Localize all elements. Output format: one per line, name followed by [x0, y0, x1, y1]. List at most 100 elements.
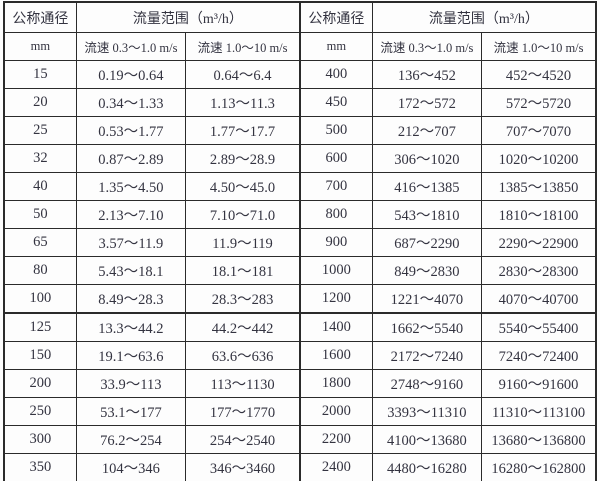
cell-flow-high: 16280～162800 [481, 453, 597, 481]
cell-dn: 700 [299, 172, 373, 201]
cell-flow-high: 11.9～119 [185, 228, 301, 257]
cell-flow-low: 3393～11310 [371, 397, 483, 426]
table-row: 80 5.43～18.1 18.1～181 1000 849～2830 2830… [3, 256, 597, 285]
cell-dn: 250 [3, 397, 77, 426]
cell-flow-high: 1020～10200 [481, 144, 597, 173]
cell-flow-low: 3.57～11.9 [75, 228, 187, 257]
cell-flow-high: 44.2～442 [185, 312, 301, 342]
cell-dn: 1000 [299, 256, 373, 285]
cell-dn: 350 [3, 453, 77, 481]
cell-dn: 15 [3, 60, 77, 89]
table-row: 65 3.57～11.9 11.9～119 900 687～2290 2290～… [3, 228, 597, 257]
table-row: 15 0.19～0.64 0.64～6.4 400 136～452 452～45… [3, 60, 597, 89]
cell-dn: 400 [299, 60, 373, 89]
cell-dn: 500 [299, 116, 373, 145]
cell-flow-high: 2.89～28.9 [185, 144, 301, 173]
cell-dn: 32 [3, 144, 77, 173]
table-row: 32 0.87～2.89 2.89～28.9 600 306～1020 1020… [3, 144, 597, 173]
cell-dn: 25 [3, 116, 77, 145]
table-row: 125 13.3～44.2 44.2～442 1400 1662～5540 55… [3, 312, 597, 342]
flow-range-header-right: 流量范围（m³/h） [371, 1, 597, 33]
cell-flow-high: 9160～91600 [481, 369, 597, 398]
cell-flow-high: 2290～22900 [481, 228, 597, 257]
cell-flow-low: 0.87～2.89 [75, 144, 187, 173]
cell-flow-low: 1221～4070 [371, 284, 483, 314]
cell-flow-high: 18.1～181 [185, 256, 301, 285]
cell-flow-low: 1.35～4.50 [75, 172, 187, 201]
cell-dn: 80 [3, 256, 77, 285]
table-row: 200 33.9～113 113～1130 1800 2748～9160 916… [3, 369, 597, 398]
cell-flow-low: 1662～5540 [371, 312, 483, 342]
cell-flow-high: 63.6～636 [185, 341, 301, 370]
header-row-1: 公称通径 流量范围（m³/h） 公称通径 流量范围（m³/h） [3, 1, 597, 33]
velocity-high-header-left: 流速 1.0～10 m/s [185, 32, 301, 61]
header-row-2: mm 流速 0.3～1.0 m/s 流速 1.0～10 m/s mm 流速 0.… [3, 32, 597, 61]
cell-dn: 800 [299, 200, 373, 229]
cell-flow-high: 1810～18100 [481, 200, 597, 229]
cell-flow-high: 11310～113100 [481, 397, 597, 426]
cell-flow-low: 2.13～7.10 [75, 200, 187, 229]
cell-flow-high: 4.50～45.0 [185, 172, 301, 201]
cell-flow-low: 416～1385 [371, 172, 483, 201]
table-row: 50 2.13～7.10 7.10～71.0 800 543～1810 1810… [3, 200, 597, 229]
table-row: 25 0.53～1.77 1.77～17.7 500 212～707 707～7… [3, 116, 597, 145]
cell-flow-high: 2830～28300 [481, 256, 597, 285]
cell-flow-high: 1385～13850 [481, 172, 597, 201]
cell-dn: 1400 [299, 312, 373, 342]
cell-dn: 2200 [299, 425, 373, 454]
table-row: 150 19.1～63.6 63.6～636 1600 2172～7240 72… [3, 341, 597, 370]
cell-flow-low: 104～346 [75, 453, 187, 481]
table-row: 100 8.49～28.3 28.3～283 1200 1221～4070 40… [3, 284, 597, 314]
cell-flow-high: 1.77～17.7 [185, 116, 301, 145]
diameter-header-left: 公称通径 [3, 1, 77, 33]
cell-flow-high: 113～1130 [185, 369, 301, 398]
table-row: 300 76.2～254 254～2540 2200 4100～13680 13… [3, 425, 597, 454]
cell-dn: 50 [3, 200, 77, 229]
cell-flow-low: 687～2290 [371, 228, 483, 257]
unit-header-right: mm [299, 32, 373, 61]
cell-dn: 450 [299, 88, 373, 117]
cell-flow-low: 2172～7240 [371, 341, 483, 370]
flow-range-header-left: 流量范围（m³/h） [75, 1, 301, 33]
cell-flow-low: 543～1810 [371, 200, 483, 229]
unit-header-left: mm [3, 32, 77, 61]
cell-dn: 65 [3, 228, 77, 257]
cell-flow-high: 7.10～71.0 [185, 200, 301, 229]
cell-dn: 2400 [299, 453, 373, 481]
cell-dn: 150 [3, 341, 77, 370]
cell-flow-high: 707～7070 [481, 116, 597, 145]
cell-flow-low: 13.3～44.2 [75, 312, 187, 342]
cell-flow-low: 4480～16280 [371, 453, 483, 481]
cell-flow-high: 572～5720 [481, 88, 597, 117]
cell-flow-high: 0.64～6.4 [185, 60, 301, 89]
cell-flow-low: 8.49～28.3 [75, 284, 187, 314]
cell-dn: 20 [3, 88, 77, 117]
cell-flow-high: 254～2540 [185, 425, 301, 454]
table-row: 20 0.34～1.33 1.13～11.3 450 172～572 572～5… [3, 88, 597, 117]
cell-dn: 1600 [299, 341, 373, 370]
velocity-low-header-right: 流速 0.3～1.0 m/s [371, 32, 483, 61]
cell-flow-low: 0.53～1.77 [75, 116, 187, 145]
cell-dn: 40 [3, 172, 77, 201]
cell-flow-high: 4070～40700 [481, 284, 597, 314]
cell-flow-high: 5540～55400 [481, 312, 597, 342]
cell-flow-low: 172～572 [371, 88, 483, 117]
cell-dn: 600 [299, 144, 373, 173]
cell-flow-high: 28.3～283 [185, 284, 301, 314]
cell-flow-high: 177～1770 [185, 397, 301, 426]
table-row: 250 53.1～177 177～1770 2000 3393～11310 11… [3, 397, 597, 426]
cell-flow-high: 7240～72400 [481, 341, 597, 370]
cell-dn: 900 [299, 228, 373, 257]
cell-flow-low: 4100～13680 [371, 425, 483, 454]
cell-flow-high: 452～4520 [481, 60, 597, 89]
cell-flow-low: 0.34～1.33 [75, 88, 187, 117]
cell-flow-low: 306～1020 [371, 144, 483, 173]
cell-flow-low: 53.1～177 [75, 397, 187, 426]
cell-flow-high: 13680～136800 [481, 425, 597, 454]
cell-dn: 1200 [299, 284, 373, 314]
cell-flow-low: 0.19～0.64 [75, 60, 187, 89]
cell-dn: 1800 [299, 369, 373, 398]
cell-flow-low: 212～707 [371, 116, 483, 145]
cell-flow-high: 1.13～11.3 [185, 88, 301, 117]
cell-flow-low: 849～2830 [371, 256, 483, 285]
